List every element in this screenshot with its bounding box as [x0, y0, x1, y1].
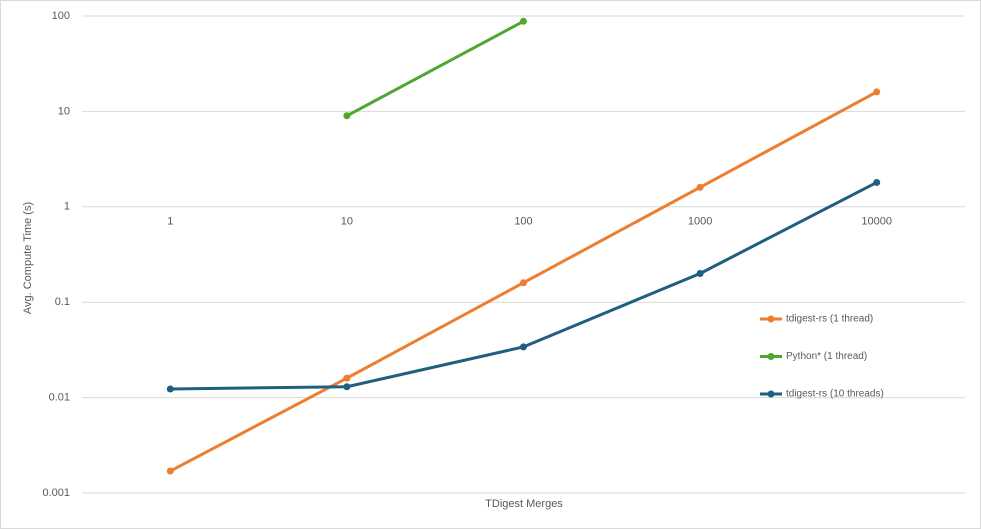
data-point	[696, 269, 704, 277]
data-point	[696, 183, 704, 191]
legend-label: tdigest-rs (1 thread)	[786, 314, 873, 325]
y-tick-label: 0.1	[55, 296, 70, 308]
y-tick-label: 100	[52, 10, 70, 22]
x-tick-label: 1	[167, 216, 173, 228]
x-axis-title: TDigest Merges	[485, 498, 563, 510]
legend-label: tdigest-rs (10 threads)	[786, 389, 884, 400]
y-tick-label: 1	[64, 201, 70, 213]
data-point	[520, 17, 527, 25]
legend-marker	[767, 315, 775, 323]
y-axis-title: Avg. Compute Time (s)	[22, 202, 34, 314]
data-point	[343, 374, 351, 382]
data-point	[520, 279, 527, 287]
series-line	[346, 19, 525, 118]
data-point	[873, 88, 881, 96]
data-point	[343, 112, 351, 120]
y-tick-label: 0.01	[49, 392, 70, 404]
data-point	[520, 343, 527, 351]
x-tick-label: 10	[341, 216, 353, 228]
x-tick-label: 10000	[861, 216, 892, 228]
x-tick-label: 100	[514, 216, 532, 228]
legend-label: Python* (1 thread)	[786, 351, 867, 362]
legend-marker	[767, 390, 775, 398]
data-point	[166, 385, 174, 393]
data-point	[343, 383, 351, 391]
data-point	[873, 178, 881, 186]
y-tick-label: 10	[58, 105, 70, 117]
data-point	[166, 467, 174, 475]
y-tick-label: 0.001	[42, 487, 70, 499]
x-tick-label: 1000	[688, 216, 712, 228]
legend-marker	[767, 353, 775, 360]
